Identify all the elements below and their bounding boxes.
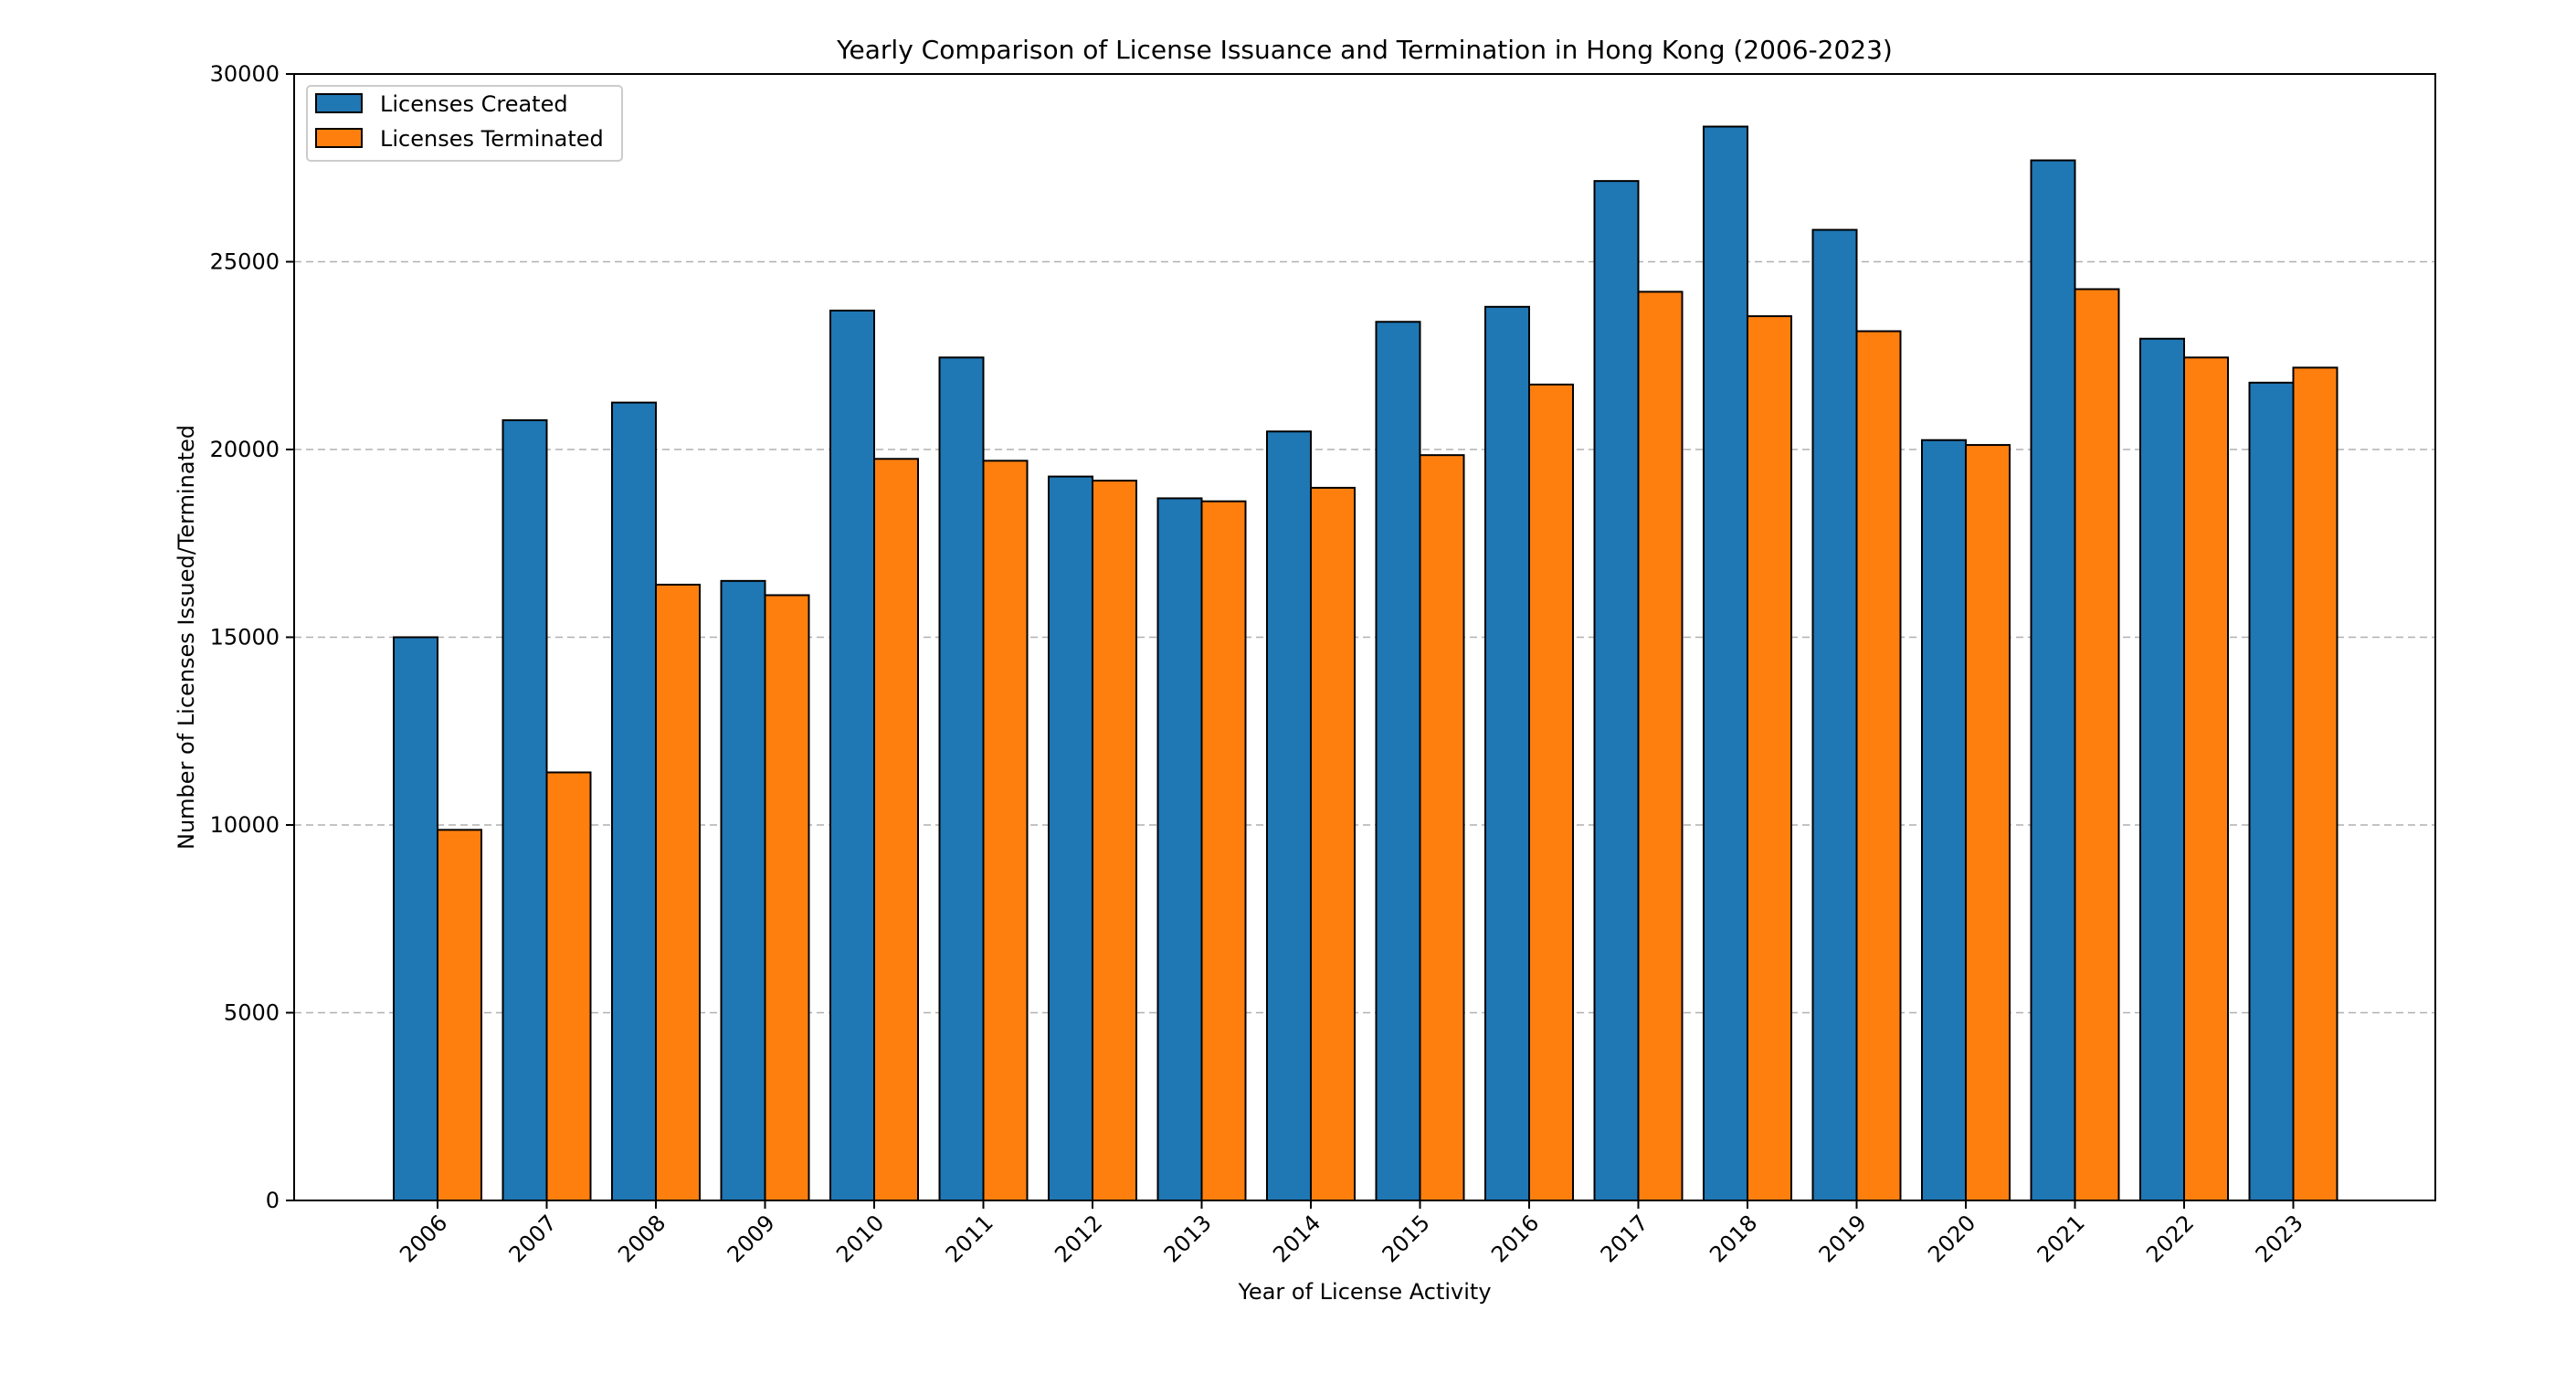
bar-created-2011: [938, 356, 985, 1201]
bar-terminated-2023: [2292, 366, 2338, 1202]
bar-terminated-2017: [1637, 291, 1684, 1201]
bar-created-2010: [829, 309, 875, 1201]
legend-label-created: Licenses Created: [380, 91, 568, 117]
legend-box: [306, 85, 623, 162]
bar-terminated-2007: [545, 771, 592, 1202]
y-tick-label-0: 0: [266, 1188, 280, 1213]
bar-created-2017: [1593, 180, 1640, 1201]
bar-terminated-2021: [2074, 288, 2120, 1201]
bar-created-2016: [1484, 305, 1530, 1201]
bar-created-2022: [2139, 337, 2185, 1201]
bar-terminated-2012: [1092, 480, 1137, 1201]
bar-terminated-2019: [1855, 330, 1902, 1202]
y-tick-label-1: 5000: [224, 1000, 280, 1026]
bar-created-2006: [393, 636, 438, 1201]
y-tick-label-6: 30000: [210, 61, 280, 87]
bar-created-2023: [2248, 381, 2295, 1202]
bar-created-2021: [2030, 159, 2076, 1201]
bar-created-2008: [611, 401, 657, 1201]
bar-created-2018: [1703, 125, 1748, 1201]
bar-terminated-2018: [1747, 315, 1792, 1202]
bar-created-2015: [1375, 321, 1421, 1201]
y-tick-label-3: 15000: [210, 625, 280, 650]
bar-terminated-2014: [1310, 486, 1356, 1201]
x-axis-label: Year of License Activity: [1237, 1279, 1491, 1305]
bar-terminated-2008: [655, 583, 701, 1201]
y-tick-label-4: 20000: [210, 437, 280, 462]
bar-terminated-2006: [437, 829, 482, 1202]
legend-label-terminated: Licenses Terminated: [380, 126, 604, 152]
bar-created-2012: [1048, 475, 1093, 1201]
bar-created-2013: [1156, 497, 1203, 1201]
bar-terminated-2016: [1528, 383, 1574, 1202]
chart-title: Yearly Comparison of License Issuance an…: [836, 35, 1893, 65]
bar-terminated-2011: [982, 460, 1029, 1201]
y-tick-label-5: 25000: [210, 249, 280, 275]
bar-terminated-2015: [1419, 454, 1465, 1202]
legend: Licenses Created Licenses Terminated: [306, 85, 623, 162]
bar-created-2009: [720, 579, 766, 1201]
bar-terminated-2013: [1200, 500, 1247, 1201]
legend-swatch-terminated: [315, 128, 363, 148]
y-axis: 0 5000 10000 15000 20000 25000 30000: [210, 61, 294, 1213]
legend-swatch-created: [315, 93, 363, 113]
bar-terminated-2022: [2183, 356, 2229, 1201]
y-axis-label: Number of Licenses Issued/Terminated: [174, 425, 199, 850]
bar-terminated-2020: [1965, 444, 2011, 1201]
bar-terminated-2010: [873, 458, 919, 1201]
y-tick-label-2: 10000: [210, 812, 280, 838]
bar-created-2007: [501, 418, 548, 1201]
bar-created-2019: [1811, 228, 1858, 1202]
bar-terminated-2009: [764, 594, 810, 1201]
bar-created-2014: [1266, 430, 1312, 1202]
bar-created-2020: [1921, 439, 1967, 1202]
